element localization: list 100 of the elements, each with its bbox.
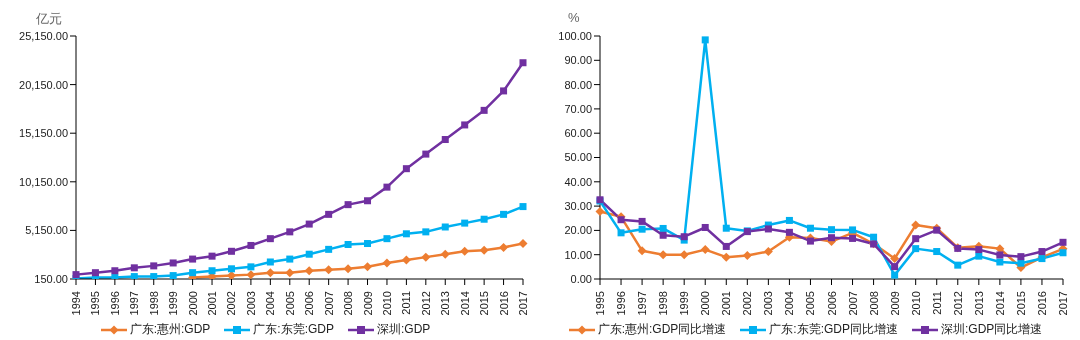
x-tick-label: 2013 — [972, 291, 985, 316]
point — [996, 251, 1004, 259]
point — [849, 226, 857, 234]
x-tick-label: 2009 — [361, 291, 374, 316]
x-tick-label: 2005 — [283, 291, 296, 316]
x-tick-label: 1999 — [167, 291, 180, 316]
legend-label: 广东:惠州:GDP同比增速 — [597, 321, 727, 338]
y-tick-label: 30.00 — [564, 200, 592, 213]
point — [266, 235, 274, 243]
x-tick-label: 2000 — [699, 291, 712, 316]
point — [638, 217, 646, 225]
point — [286, 255, 294, 263]
point — [499, 242, 509, 252]
x-tick-label: 2003 — [244, 291, 257, 316]
y-tick-label: 20.00 — [564, 224, 592, 237]
legend-label: 广东:东莞:GDP同比增速 — [769, 321, 898, 338]
point — [461, 121, 469, 129]
y-tick-label: 10,150.00 — [19, 175, 68, 188]
point — [890, 254, 900, 264]
point — [265, 268, 275, 278]
point — [519, 203, 527, 211]
x-tick-label: 1995 — [89, 291, 102, 316]
point — [891, 263, 899, 271]
x-tick-label: 2002 — [225, 291, 238, 316]
point — [911, 220, 921, 230]
point — [785, 228, 793, 236]
y-tick-label: 150.00 — [34, 272, 68, 285]
point — [659, 231, 667, 239]
x-tick-label: 2017 — [1057, 291, 1069, 316]
point — [1038, 248, 1046, 256]
point — [806, 224, 814, 232]
point — [912, 235, 920, 243]
point — [461, 219, 469, 227]
y-tick-label: 70.00 — [564, 102, 592, 115]
point — [975, 246, 983, 254]
point — [637, 246, 647, 256]
point — [722, 242, 730, 250]
point — [325, 245, 333, 253]
x-tick-label: 2009 — [888, 291, 901, 316]
point — [422, 228, 430, 236]
point — [441, 136, 449, 144]
x-tick-label: 1998 — [657, 291, 670, 316]
point — [1017, 253, 1025, 261]
point — [500, 87, 508, 95]
point — [343, 264, 353, 274]
point — [402, 230, 410, 238]
legend-label: 广东:东莞:GDP — [253, 321, 334, 338]
point — [722, 224, 730, 232]
point — [828, 234, 835, 242]
point — [130, 264, 138, 272]
x-tick-label: 2016 — [1035, 291, 1048, 316]
y-tick-label: 10.00 — [564, 248, 592, 261]
y-tick-label: 5,150.00 — [25, 224, 68, 237]
point — [402, 165, 410, 173]
x-tick-label: 2014 — [993, 291, 1006, 316]
point — [421, 252, 431, 262]
x-tick-label: 1995 — [594, 291, 606, 316]
point — [247, 263, 255, 271]
point — [440, 249, 450, 259]
point — [189, 269, 197, 277]
point — [658, 250, 668, 260]
x-tick-label: 2000 — [186, 291, 199, 316]
point — [701, 36, 709, 44]
x-tick-label: 2006 — [303, 291, 316, 316]
y-tick-label: 50.00 — [564, 151, 592, 164]
x-tick-label: 1998 — [147, 291, 160, 316]
point — [849, 234, 857, 242]
point — [479, 245, 489, 255]
point — [617, 229, 625, 237]
point — [344, 201, 352, 209]
point — [975, 252, 983, 260]
point — [364, 197, 372, 205]
point — [996, 258, 1004, 266]
point — [870, 233, 878, 241]
x-tick-label: 2014 — [458, 291, 471, 316]
point — [227, 265, 235, 273]
point — [363, 262, 373, 272]
x-tick-label: 1999 — [678, 291, 691, 316]
point — [266, 258, 274, 266]
x-tick-label: 2005 — [804, 291, 817, 316]
x-tick-label: 2001 — [206, 291, 219, 316]
point — [721, 252, 731, 262]
y-tick-label: 60.00 — [564, 127, 592, 140]
point — [700, 245, 710, 255]
y-tick-label: 15,150.00 — [19, 127, 68, 140]
y-tick-label: 20,150.00 — [19, 78, 68, 91]
point — [679, 250, 689, 260]
x-tick-label: 2004 — [783, 291, 796, 316]
point — [638, 225, 646, 233]
point — [247, 241, 255, 249]
x-tick-label: 2013 — [439, 291, 452, 316]
point — [383, 183, 391, 191]
point — [480, 215, 488, 223]
x-tick-label: 2011 — [930, 291, 943, 315]
point — [912, 245, 920, 253]
x-tick-label: 2008 — [867, 291, 880, 316]
y-tick-label: 80.00 — [564, 78, 592, 91]
y-axis-title: 亿元 — [36, 10, 62, 28]
point — [382, 258, 392, 268]
point — [383, 235, 391, 243]
